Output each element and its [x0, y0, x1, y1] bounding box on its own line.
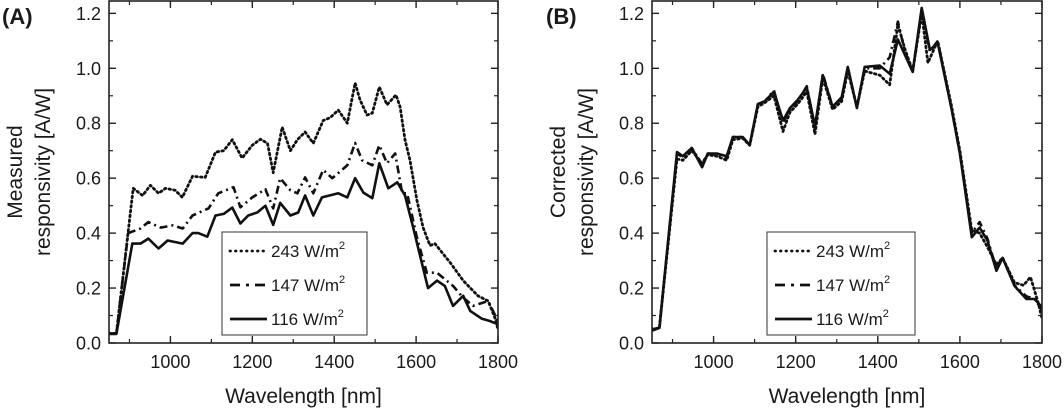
x-tick-label: 1800: [478, 352, 518, 372]
y-tick-label: 0.0: [619, 334, 644, 354]
y-tick-label: 0.4: [76, 224, 101, 244]
series-line-dotted: [109, 81, 498, 335]
x-axis-title: Wavelength [nm]: [769, 385, 926, 408]
y-axis-title-line1: Corrected: [547, 126, 570, 218]
legend-label-text: 116 W/m: [271, 310, 338, 329]
y-tick-label: 0.2: [619, 279, 644, 299]
x-tick-label: 1600: [940, 352, 980, 372]
series-line-solid: [652, 6, 1042, 332]
panel-label: (A): [2, 4, 33, 29]
legend-label: 116 W/m2: [816, 308, 889, 329]
panel-label: (B): [546, 4, 577, 29]
legend-label-text: 147 W/m: [271, 276, 339, 295]
legend-label-superscript: 2: [339, 274, 345, 286]
series-line-dashdot: [109, 141, 498, 335]
legend-label-text: 243 W/m: [271, 242, 339, 261]
x-tick-label: 1000: [694, 352, 734, 372]
y-axis-title-line2: responsivity [A/W]: [32, 88, 55, 256]
y-axis-title-line1: Measured: [4, 125, 27, 218]
y-axis-title-line2: responsivity [A/W]: [575, 88, 598, 256]
series-line-solid: [109, 162, 498, 336]
x-axis-title: Wavelength [nm]: [225, 385, 382, 408]
legend-label: 243 W/m2: [816, 240, 890, 261]
panel-a: 1000 1200 1400 1600 1800 0.0 0.2 0.4 0.6 0.8 1.0 1.…: [2, 0, 518, 408]
y-tick-label: 1.2: [76, 4, 101, 24]
y-tick-label: 0.8: [619, 114, 644, 134]
legend-label-text: 147 W/m: [816, 276, 884, 295]
legend-label-superscript: 2: [338, 308, 344, 320]
x-tick-label: 1400: [858, 352, 898, 372]
y-tick-label: 0.6: [76, 169, 101, 189]
x-tick-label: 1200: [232, 352, 272, 372]
x-tick-label: 1000: [150, 352, 190, 372]
legend-label-text: 243 W/m: [816, 242, 884, 261]
legend-label-superscript: 2: [884, 240, 890, 252]
y-tick-label: 0.8: [76, 114, 101, 134]
legend-label: 147 W/m2: [816, 274, 890, 295]
x-tick-label: 1600: [396, 352, 436, 372]
y-tick-label: 1.0: [619, 59, 644, 79]
legend-label-superscript: 2: [883, 308, 889, 320]
y-tick-label: 1.0: [76, 59, 101, 79]
legend-label-superscript: 2: [884, 274, 890, 286]
y-tick-label: 1.2: [619, 4, 644, 24]
legend-label-superscript: 2: [339, 240, 345, 252]
y-tick-label: 0.2: [76, 279, 101, 299]
y-tick-label: 0.6: [619, 169, 644, 189]
x-tick-label: 1400: [314, 352, 354, 372]
x-tick-label: 1200: [776, 352, 816, 372]
legend-label-text: 116 W/m: [816, 310, 883, 329]
legend-label: 243 W/m2: [271, 240, 345, 261]
x-tick-label: 1800: [1022, 352, 1062, 372]
axes-frame: [651, 0, 1043, 344]
y-tick-label: 0.4: [619, 224, 644, 244]
legend-label: 147 W/m2: [271, 274, 345, 295]
y-tick-label: 0.0: [76, 334, 101, 354]
axes-frame: [108, 0, 499, 344]
legend-label: 116 W/m2: [271, 308, 344, 329]
panel-b: 1000 1200 1400 1600 1800 0.0 0.2 0.4 0.6 0.8 1.0 1.…: [546, 0, 1062, 408]
